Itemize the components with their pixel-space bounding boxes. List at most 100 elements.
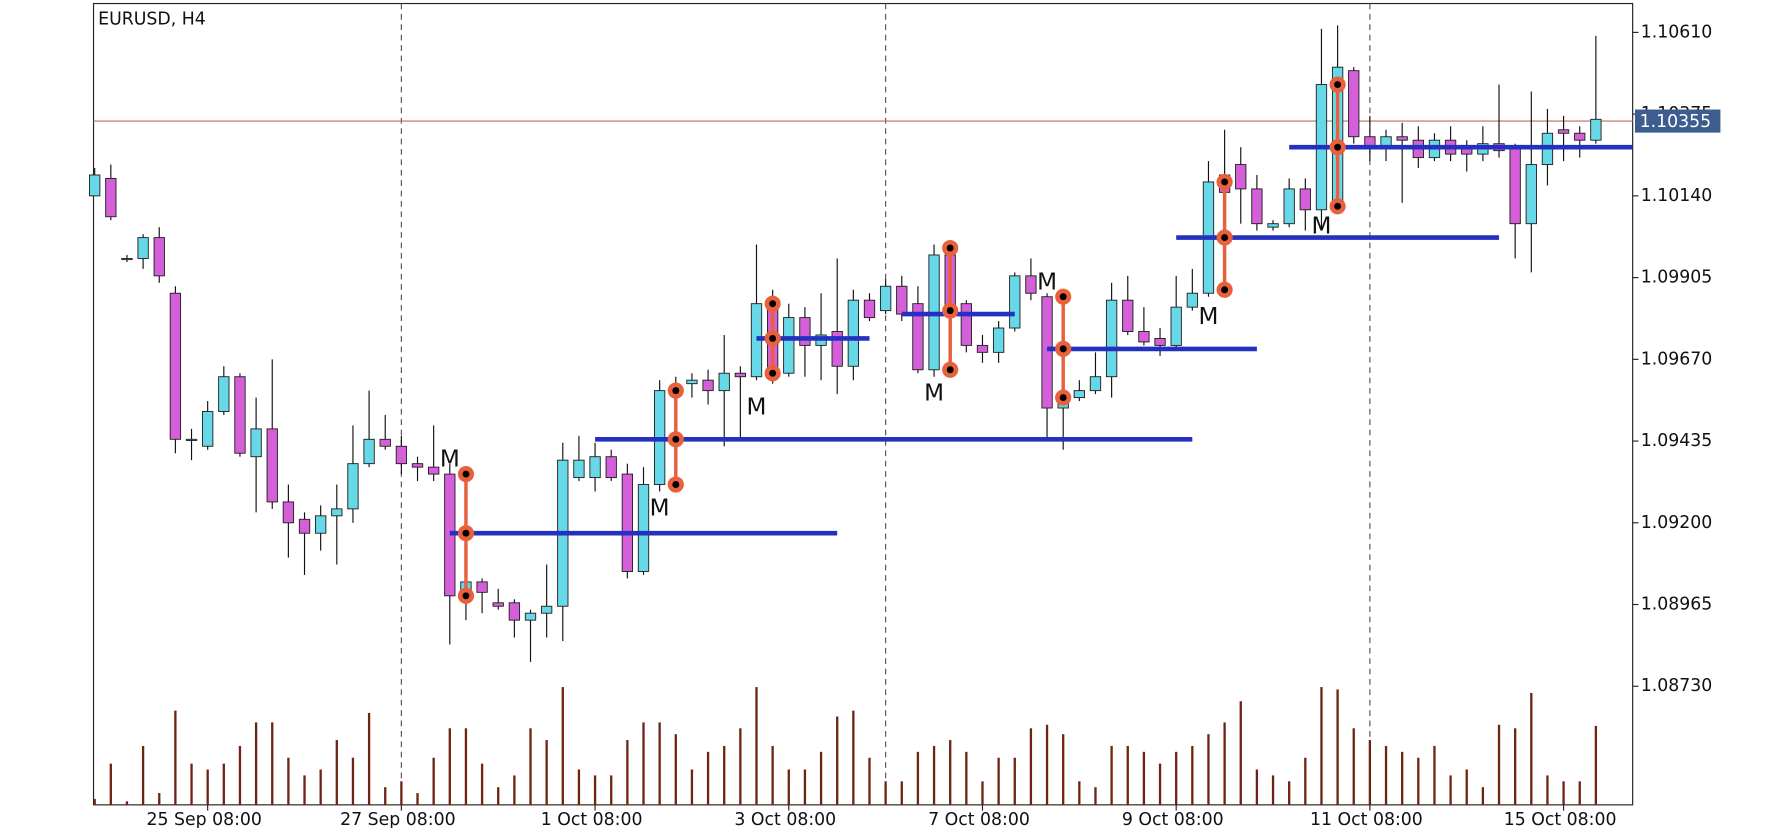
candle-body — [1041, 296, 1053, 409]
candle-body — [1590, 118, 1602, 141]
volume-bar — [1078, 781, 1081, 805]
candle-body — [411, 463, 424, 468]
volume-bar — [545, 740, 548, 805]
candle-body — [492, 602, 504, 607]
volume-bar — [384, 787, 387, 805]
candle-body — [476, 581, 488, 593]
volume-bar — [626, 740, 629, 805]
candle-body — [686, 379, 698, 385]
y-tick-label: 1.09435 — [1641, 431, 1713, 451]
volume-bar — [529, 728, 532, 805]
volume-bar — [109, 763, 112, 805]
volume-bar — [416, 793, 419, 805]
volume-bar — [1239, 701, 1242, 805]
marker-center — [946, 244, 954, 252]
candle-body — [347, 463, 359, 510]
candle-body — [363, 438, 375, 465]
candle-body — [331, 508, 343, 517]
last-price-label: 1.10355 — [1640, 112, 1712, 132]
candle-body — [1186, 292, 1198, 308]
volume-bar — [1255, 769, 1259, 805]
chart-title: EURUSD, H4 — [98, 10, 206, 30]
candle-body — [218, 376, 230, 412]
candle-body — [379, 438, 391, 447]
annotation-label: M — [1037, 269, 1057, 295]
y-tick-label: 1.10610 — [1641, 22, 1713, 42]
volume-bar — [690, 769, 694, 805]
volume-bar — [93, 798, 96, 805]
volume-bar — [852, 710, 855, 805]
volume-bar — [1594, 725, 1598, 805]
volume-bar — [287, 757, 290, 805]
volume-bar — [755, 687, 758, 805]
volume-bar — [1417, 757, 1420, 805]
volume-bar — [367, 712, 371, 805]
candle-body — [1557, 129, 1570, 134]
marker-center — [462, 470, 470, 478]
volume-bar — [658, 722, 661, 805]
volume-bar — [238, 745, 242, 805]
volume-bar — [1336, 689, 1339, 805]
volume-bar — [642, 722, 645, 805]
y-tick-label: 1.08965 — [1641, 595, 1713, 615]
volume-bar — [400, 781, 403, 805]
marker-center — [1059, 293, 1067, 301]
candle-body — [185, 438, 198, 441]
volume-bar — [981, 781, 984, 805]
volume-bar — [1110, 745, 1113, 805]
volume-bar — [723, 745, 726, 805]
volume-bar — [319, 769, 322, 805]
volume-bar — [1158, 763, 1162, 805]
annotation-label: M — [1199, 304, 1219, 330]
volume-bar — [1320, 687, 1323, 805]
candle-body — [734, 372, 747, 378]
y-tick-label: 1.09670 — [1641, 349, 1713, 369]
marker-center — [1059, 345, 1067, 353]
candle-body — [540, 605, 553, 614]
volume-bar — [125, 801, 129, 805]
volume-bar — [1530, 692, 1533, 805]
candle-body — [1235, 164, 1247, 190]
volume-bar — [949, 740, 952, 805]
x-tick-label: 3 Oct 08:00 — [734, 810, 836, 828]
volume-bar — [432, 757, 435, 805]
candle-body — [1138, 331, 1150, 343]
volume-bar — [1126, 745, 1129, 805]
volume-bar — [1304, 757, 1307, 805]
volume-bar — [1384, 745, 1388, 805]
marker-center — [462, 592, 470, 600]
volume-bar — [787, 769, 790, 805]
volume-bar — [884, 781, 887, 805]
volume-bar — [868, 757, 871, 805]
volume-bar — [1449, 775, 1452, 805]
candle-body — [1251, 188, 1263, 225]
volume-bar — [819, 751, 823, 805]
candle-body — [169, 292, 182, 440]
candle-body — [992, 327, 1005, 353]
volume-bar — [593, 775, 597, 805]
candle-body — [1089, 376, 1102, 392]
candle-body — [1073, 390, 1085, 399]
volume-bar — [1175, 751, 1178, 805]
candle-body — [1348, 70, 1360, 138]
volume-bar — [1207, 734, 1210, 805]
volume-bar — [577, 769, 581, 805]
y-tick-label: 1.08730 — [1641, 676, 1713, 696]
volume-bar — [932, 745, 936, 805]
volume-bar — [836, 716, 839, 805]
y-tick-label: 1.09905 — [1641, 268, 1713, 288]
annotation-label: M — [1312, 214, 1332, 240]
volume-bar — [739, 728, 742, 805]
volume-bar — [335, 740, 338, 805]
volume-bar — [448, 728, 451, 805]
volume-bar — [900, 781, 903, 805]
candle-body — [718, 372, 730, 392]
y-tick-label: 1.09200 — [1641, 513, 1713, 533]
candle-body — [428, 466, 440, 475]
candle-body — [1574, 132, 1586, 141]
marker-center — [946, 366, 954, 374]
volume-bar — [1013, 757, 1016, 805]
candle-body — [879, 285, 892, 312]
volume-bar — [1029, 728, 1033, 805]
